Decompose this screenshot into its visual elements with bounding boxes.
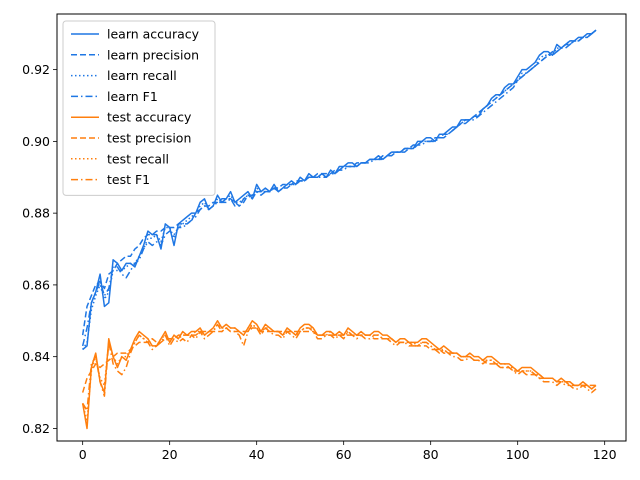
y-tick-label: 0.90 [22, 134, 50, 149]
legend-label-learn-accuracy: learn accuracy [107, 27, 200, 42]
plot-frame [56, 13, 627, 442]
y-tick-label: 0.84 [22, 349, 50, 364]
y-tick-label: 0.88 [22, 206, 50, 221]
legend-box [62, 20, 216, 196]
x-tick-label: 80 [423, 447, 439, 462]
y-tick-label: 0.82 [22, 421, 50, 436]
series-line-test-recall [81, 323, 597, 423]
series-line-learn-f1 [81, 29, 597, 347]
y-tick-label: 0.86 [22, 277, 50, 292]
legend-label-learn-f1: learn F1 [107, 89, 158, 104]
legend: learn accuracy learn precision learn recal… [62, 20, 216, 196]
x-tick-label: 60 [336, 447, 352, 462]
x-tick-label: 0 [79, 447, 87, 462]
x-tick-label: 20 [162, 447, 178, 462]
x-tick-label: 40 [249, 447, 265, 462]
series-line-learn-accuracy [82, 29, 597, 351]
x-tick-label: 120 [593, 447, 617, 462]
series-line-test-f1 [82, 323, 597, 412]
legend-label-test-accuracy: test accuracy [107, 110, 192, 125]
x-axis: 0 20 40 60 80 100 120 [79, 441, 617, 462]
legend-label-learn-precision: learn precision [107, 47, 199, 62]
legend-label-learn-recall: learn recall [107, 68, 177, 83]
series-layer [81, 29, 597, 430]
x-tick-label: 100 [506, 447, 530, 462]
y-axis: 0.82 0.84 0.86 0.88 0.90 0.92 [22, 62, 57, 436]
y-tick-label: 0.92 [22, 62, 50, 77]
legend-label-test-recall: test recall [107, 151, 169, 166]
legend-label-test-f1: test F1 [107, 172, 150, 187]
legend-label-test-precision: test precision [107, 131, 191, 146]
